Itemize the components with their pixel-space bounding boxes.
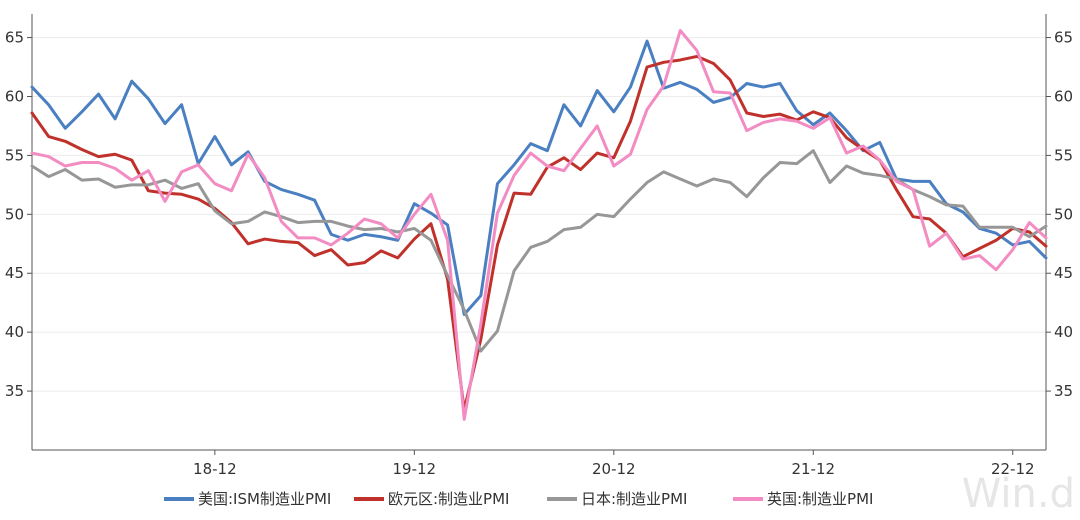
legend: 美国:ISM制造业PMI 欧元区:制造业PMI 日本:制造业PMI 英国:制造业PMI	[164, 490, 873, 508]
legend-label-3: 英国:制造业PMI	[767, 490, 873, 508]
y-tick-label-left: 40	[5, 323, 24, 341]
x-tick-label: 21-12	[791, 460, 835, 478]
y-tick-label-left: 45	[5, 264, 24, 282]
legend-label-2: 日本:制造业PMI	[581, 490, 687, 508]
y-tick-label-left: 50	[5, 205, 24, 223]
axes: 35 35 40 40 45 45 50 50 55 55 60 60 65 65 18-12 19-12 20…	[5, 14, 1073, 478]
x-tick-label: 19-12	[393, 460, 437, 478]
y-tick-label-left: 35	[5, 382, 24, 400]
series-line-2	[30, 149, 1048, 353]
x-tick-label: 20-12	[592, 460, 636, 478]
y-tick-label-left: 60	[5, 87, 24, 105]
legend-label-0: 美国:ISM制造业PMI	[198, 490, 331, 508]
y-tick-label-right: 55	[1054, 146, 1073, 164]
y-tick-label-right: 65	[1054, 29, 1073, 47]
y-tick-label-left: 65	[5, 29, 24, 47]
y-tick-label-left: 55	[5, 146, 24, 164]
gridlines	[32, 37, 1046, 392]
watermark-text: Win.d	[962, 471, 1075, 517]
x-tick-label: 22-12	[991, 460, 1035, 478]
legend-label-1: 欧元区:制造业PMI	[388, 490, 509, 508]
y-tick-label-right: 50	[1054, 205, 1073, 223]
y-tick-label-right: 35	[1054, 382, 1073, 400]
y-tick-label-right: 60	[1054, 87, 1073, 105]
series-lines	[30, 29, 1048, 421]
x-tick-label: 18-12	[193, 460, 237, 478]
y-tick-label-right: 40	[1054, 323, 1073, 341]
series-line-0	[30, 39, 1048, 316]
series-line-3	[30, 29, 1048, 421]
y-tick-label-right: 45	[1054, 264, 1073, 282]
